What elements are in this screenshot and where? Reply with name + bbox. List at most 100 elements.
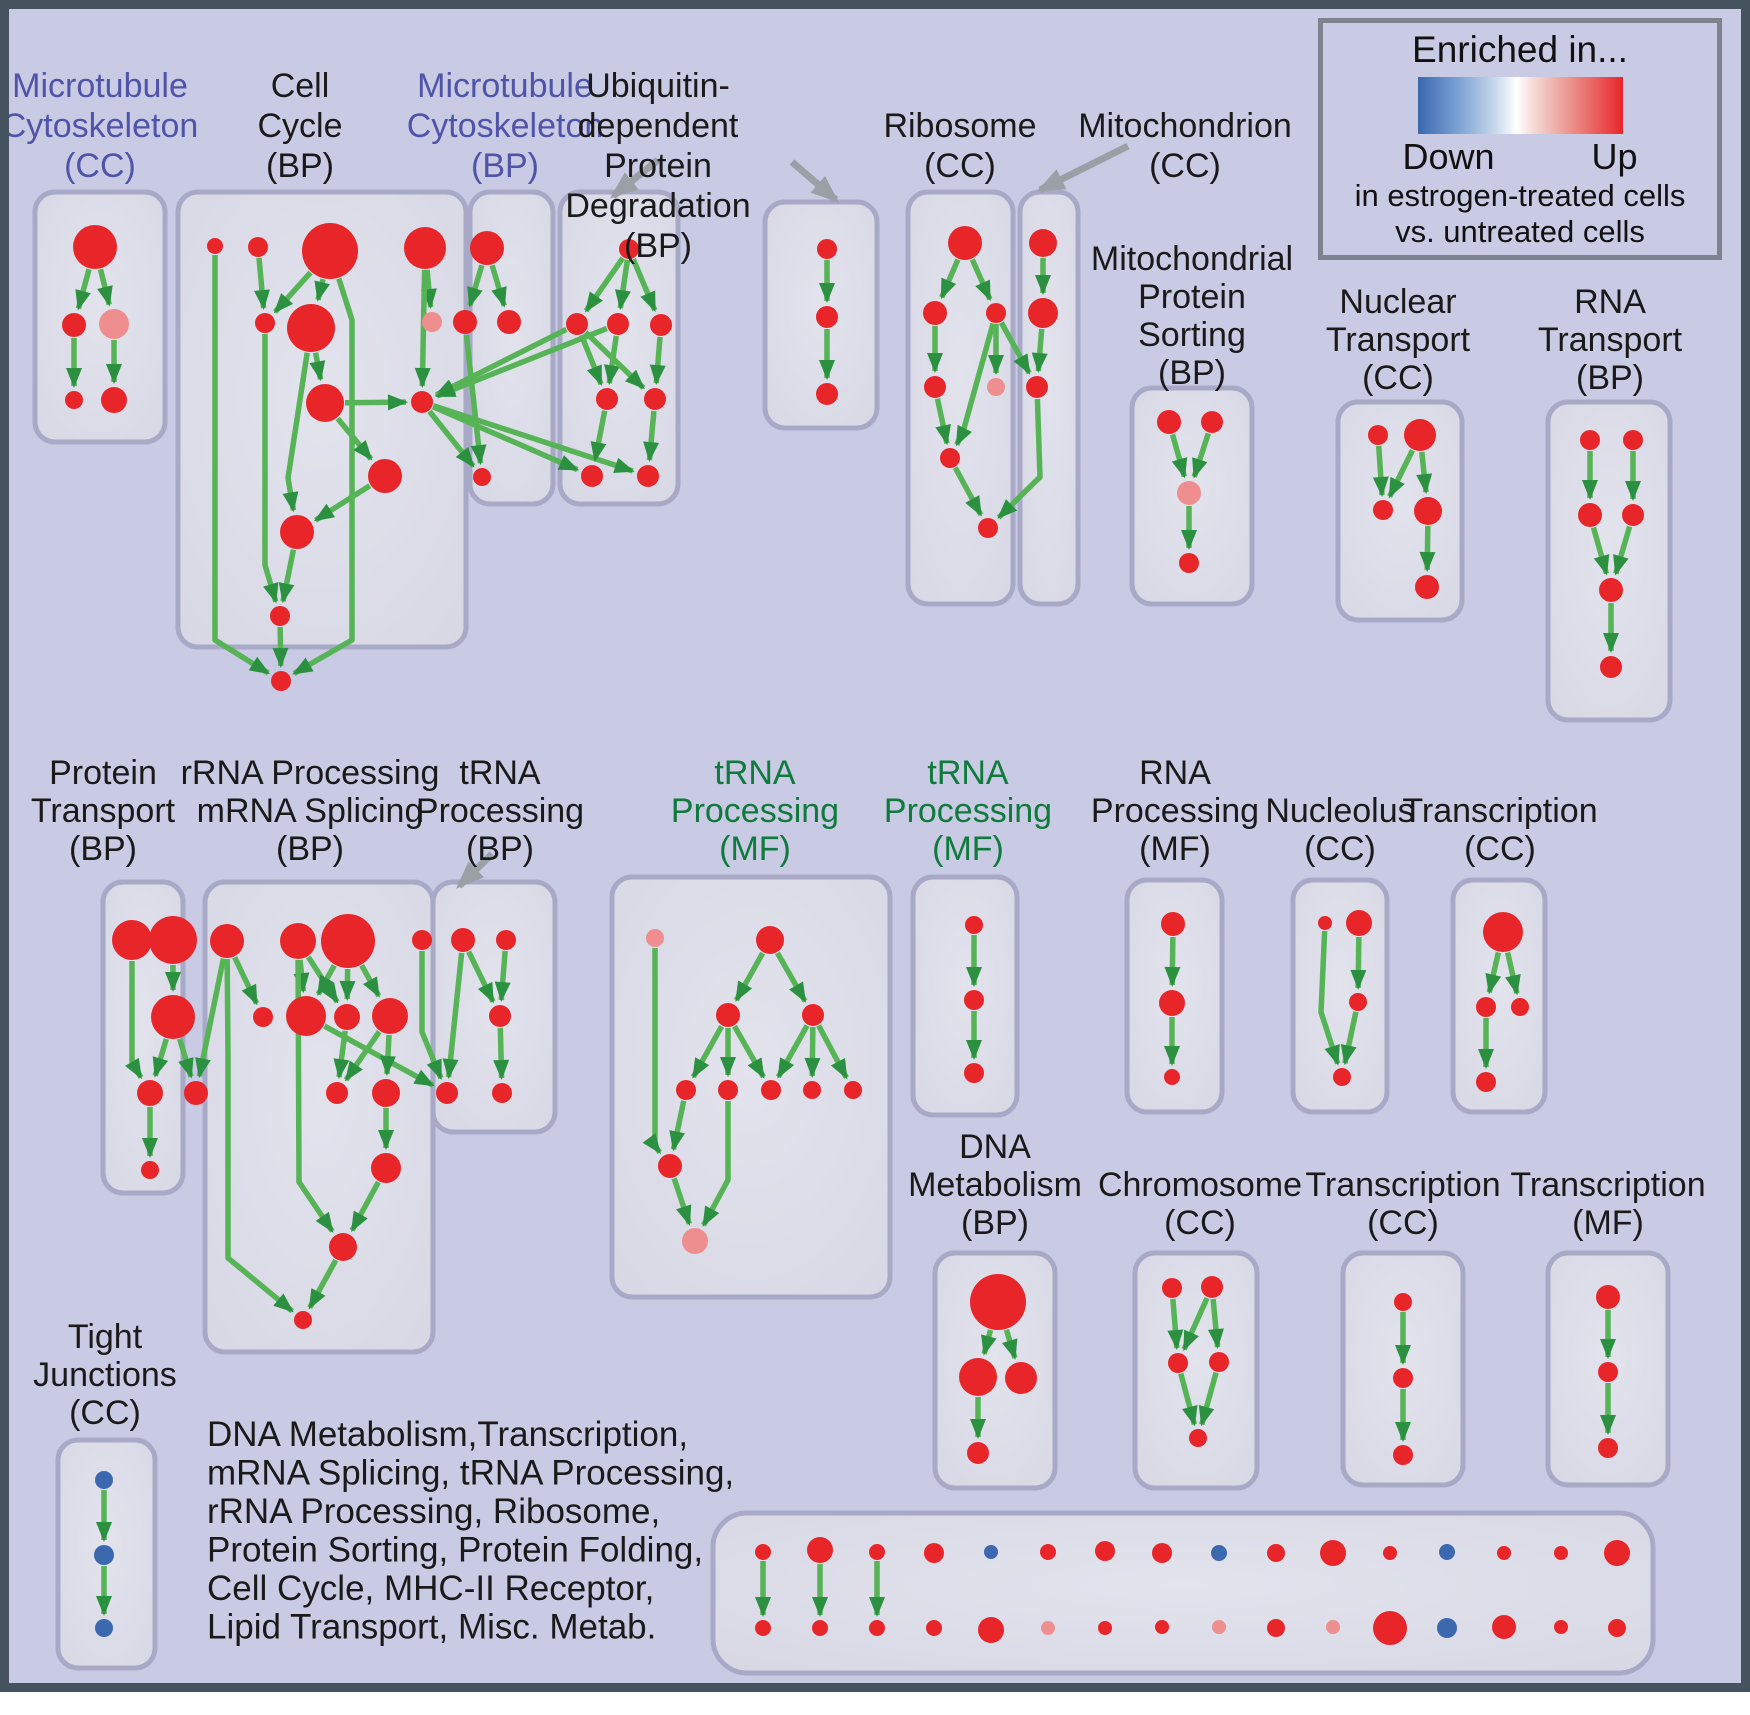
go-term-node xyxy=(596,388,618,410)
go-term-node xyxy=(371,1153,401,1183)
cluster-label: Nuclear Transport (CC) xyxy=(1326,283,1471,397)
edge-arrow xyxy=(489,264,507,308)
go-term-node xyxy=(280,923,316,959)
go-term-node xyxy=(253,1007,273,1027)
go-term-node xyxy=(1320,1540,1346,1566)
edge-arrow xyxy=(1167,1298,1184,1351)
go-term-node xyxy=(1098,1621,1112,1635)
edge-arrow xyxy=(1590,526,1610,576)
go-term-node xyxy=(496,930,516,950)
edge-arrow xyxy=(643,410,660,463)
edge-arrow xyxy=(615,259,631,311)
edge-arrow xyxy=(732,1024,766,1079)
go-term-node xyxy=(141,1161,159,1179)
go-term-node xyxy=(1394,1293,1412,1311)
go-term-node xyxy=(817,239,837,259)
go-term-node xyxy=(676,1080,696,1100)
go-term-node xyxy=(1623,430,1643,450)
cluster-label: Cell Cycle (BP) xyxy=(257,67,342,185)
cluster-label: RNA Transport (BP) xyxy=(1538,283,1683,397)
edge-arrow xyxy=(954,322,996,447)
cluster-box-mitochondrion xyxy=(1017,189,1081,607)
go-term-node xyxy=(807,1537,833,1563)
go-term-node xyxy=(566,313,588,335)
go-term-node xyxy=(184,1081,208,1105)
cluster-label: Transcription (MF) xyxy=(1510,1166,1705,1242)
go-term-node xyxy=(1414,497,1442,525)
go-term-node xyxy=(803,1081,821,1099)
go-term-node xyxy=(1373,500,1393,520)
edge-arrow xyxy=(335,416,374,461)
edge-arrow xyxy=(414,269,431,389)
edge-arrow xyxy=(254,257,270,311)
go-term-node xyxy=(436,1082,458,1104)
go-term-node xyxy=(210,924,244,958)
edge-arrow xyxy=(262,334,279,604)
go-term-node xyxy=(1578,503,1602,527)
go-term-node xyxy=(95,1471,113,1489)
edge-arrow xyxy=(224,958,294,1314)
go-term-node xyxy=(270,606,290,626)
go-term-node xyxy=(368,459,402,493)
cluster-label: Chromosome (CC) xyxy=(1098,1166,1302,1242)
cluster-label: Protein Transport (BP) xyxy=(31,754,176,868)
go-term-node xyxy=(306,384,344,422)
go-term-node xyxy=(1608,1619,1626,1637)
go-term-node xyxy=(1393,1445,1413,1465)
edge-arrow xyxy=(583,256,625,313)
go-term-node xyxy=(1492,1615,1516,1639)
go-term-node xyxy=(1346,910,1372,936)
edge-arrow xyxy=(1372,445,1389,498)
go-term-node xyxy=(112,920,152,960)
legend-subtitle-1: in estrogen-treated cells xyxy=(1354,178,1686,213)
go-term-node xyxy=(73,225,117,269)
cluster-label: rRNA Processing mRNA Splicing (BP) xyxy=(181,754,440,868)
go-term-node xyxy=(372,1079,400,1107)
go-term-node xyxy=(1029,229,1057,257)
label-pointer-arrow xyxy=(609,157,661,199)
go-term-node xyxy=(607,313,629,335)
go-term-node xyxy=(658,1154,682,1178)
go-term-node xyxy=(1393,1368,1413,1388)
go-term-node xyxy=(637,465,659,487)
cluster-box-nuclear-transport xyxy=(1335,399,1465,623)
edge-arrow xyxy=(315,964,337,996)
go-term-node xyxy=(1599,578,1623,602)
go-term-node xyxy=(646,929,664,947)
cluster-label: RNA Processing (MF) xyxy=(1091,754,1259,868)
go-term-node xyxy=(411,391,433,413)
edge-arrow xyxy=(649,336,666,386)
edge-arrow xyxy=(282,352,310,513)
go-term-node xyxy=(1383,1546,1397,1560)
go-term-node xyxy=(1437,1618,1457,1638)
legend-up-label: Up xyxy=(1591,136,1638,177)
cluster-label: Ubiquitin-dependent Protein Degradation (BP… xyxy=(565,67,750,265)
go-term-node xyxy=(1554,1620,1568,1634)
go-term-node xyxy=(1497,1546,1511,1560)
edge-arrow xyxy=(313,483,372,523)
go-term-node xyxy=(716,1003,740,1027)
edge-arrow xyxy=(75,268,92,311)
edge-arrow xyxy=(1485,951,1502,995)
go-term-node xyxy=(1511,998,1529,1016)
edge-arrow xyxy=(1002,1328,1018,1360)
go-term-node xyxy=(1161,912,1185,936)
go-term-node xyxy=(923,301,947,325)
go-term-node xyxy=(1326,1620,1340,1634)
go-term-node xyxy=(1177,481,1201,505)
edge-arrow xyxy=(1198,1371,1219,1427)
edge-arrow xyxy=(278,549,297,604)
go-term-node xyxy=(802,1004,824,1026)
go-term-node xyxy=(948,226,982,260)
go-term-node xyxy=(94,1545,114,1565)
go-term-node xyxy=(271,671,291,691)
edge-arrow xyxy=(1340,1011,1359,1066)
edge-arrow xyxy=(494,950,511,1003)
go-term-node xyxy=(755,1620,771,1636)
go-term-node xyxy=(756,926,784,954)
go-term-node xyxy=(924,376,946,398)
go-term-node xyxy=(1622,504,1644,526)
edge-arrow xyxy=(952,466,984,517)
go-term-node xyxy=(492,1083,512,1103)
